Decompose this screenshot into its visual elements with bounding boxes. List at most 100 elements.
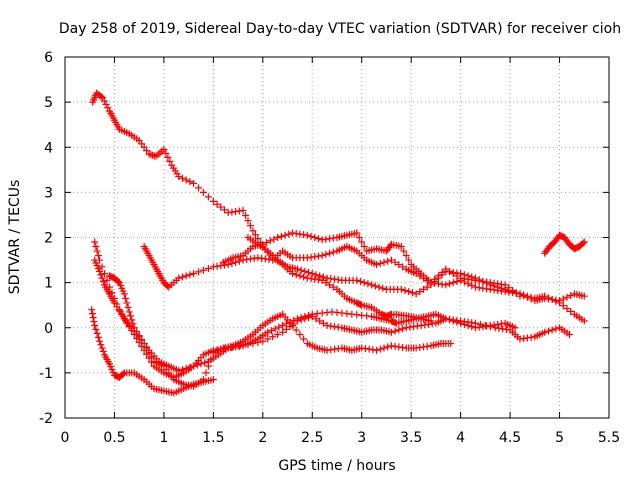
data-point	[186, 271, 194, 279]
series-s9	[541, 231, 588, 257]
y-tick-label: 0	[44, 321, 53, 337]
data-point	[259, 337, 267, 345]
data-point	[129, 320, 137, 328]
data-point	[364, 280, 372, 288]
data-point	[281, 231, 289, 239]
data-point	[380, 258, 388, 266]
x-axis-label: GPS time / hours	[278, 458, 395, 474]
data-point	[110, 299, 118, 307]
data-point	[88, 310, 96, 318]
data-point	[125, 308, 133, 316]
data-point	[397, 243, 405, 251]
y-axis-label: SDTVAR / TECUs	[7, 180, 23, 295]
data-point	[199, 266, 207, 274]
data-point	[318, 252, 326, 260]
data-point	[115, 307, 123, 315]
y-tick-label: 6	[44, 50, 53, 66]
data-point	[384, 343, 392, 351]
x-tick-label: 2.5	[301, 430, 323, 446]
data-point	[124, 303, 132, 311]
y-tick-label: 4	[44, 140, 53, 156]
y-tick-label: 2	[44, 231, 53, 247]
data-point	[457, 270, 465, 278]
data-point	[93, 247, 101, 255]
data-point	[353, 229, 361, 237]
data-point	[140, 340, 148, 348]
data-point	[277, 232, 285, 240]
data-point	[114, 277, 122, 285]
data-point	[120, 290, 128, 298]
data-point	[395, 261, 403, 269]
data-point	[228, 259, 236, 267]
data-point	[420, 285, 428, 293]
data-point	[199, 376, 207, 384]
data-point	[548, 296, 556, 304]
data-point	[118, 311, 126, 319]
data-point	[375, 283, 383, 291]
data-point	[301, 315, 309, 323]
data-point	[329, 248, 337, 256]
data-point	[98, 344, 106, 352]
x-tick-label: 0.5	[103, 430, 125, 446]
data-point	[292, 271, 300, 279]
data-point	[202, 369, 210, 377]
data-point	[244, 217, 252, 225]
data-point	[209, 197, 217, 205]
data-point	[305, 268, 313, 276]
data-point	[387, 256, 395, 264]
data-point	[96, 337, 104, 345]
data-point	[386, 242, 394, 250]
x-tick-label: 4.5	[499, 430, 521, 446]
data-point	[541, 292, 549, 300]
data-point	[460, 271, 468, 279]
data-point	[178, 365, 186, 373]
data-point	[580, 292, 588, 300]
x-tick-label: 5.5	[598, 430, 620, 446]
data-point	[104, 104, 112, 112]
data-point	[209, 376, 217, 384]
data-point	[380, 344, 388, 352]
data-point	[476, 320, 484, 328]
data-point	[399, 325, 407, 333]
data-point	[387, 328, 395, 336]
data-point	[186, 178, 194, 186]
data-point	[244, 341, 252, 349]
data-point	[548, 326, 556, 334]
data-point	[556, 299, 564, 307]
data-point	[102, 100, 110, 108]
x-tick-label: 4	[456, 430, 465, 446]
data-point	[483, 279, 491, 287]
data-point	[90, 318, 98, 326]
data-point	[318, 276, 326, 284]
data-point	[133, 328, 141, 336]
data-point	[559, 295, 567, 303]
data-point	[242, 212, 250, 220]
data-point	[270, 235, 278, 243]
data-point	[384, 257, 392, 265]
data-point	[182, 272, 190, 280]
data-point	[552, 325, 560, 333]
data-point	[319, 273, 327, 281]
data-point	[468, 273, 476, 281]
data-point	[288, 321, 296, 329]
data-point	[544, 294, 552, 302]
data-point	[358, 238, 366, 246]
data-point	[412, 290, 420, 298]
data-point	[486, 281, 494, 289]
data-point	[552, 297, 560, 305]
y-tick-label: 5	[44, 95, 53, 111]
data-point	[164, 153, 172, 161]
data-point	[427, 281, 435, 289]
data-point	[123, 299, 131, 307]
data-point	[391, 258, 399, 266]
y-ticks: -2 -1 0 1 2 3 4 5 6	[39, 50, 609, 427]
data-point	[408, 289, 416, 297]
data-point	[128, 316, 136, 324]
data-point	[301, 267, 309, 275]
data-point	[501, 285, 509, 293]
data-point	[438, 271, 446, 279]
x-tick-label: 3.5	[400, 430, 422, 446]
data-point	[481, 321, 489, 329]
x-tick-label: 5	[555, 430, 564, 446]
